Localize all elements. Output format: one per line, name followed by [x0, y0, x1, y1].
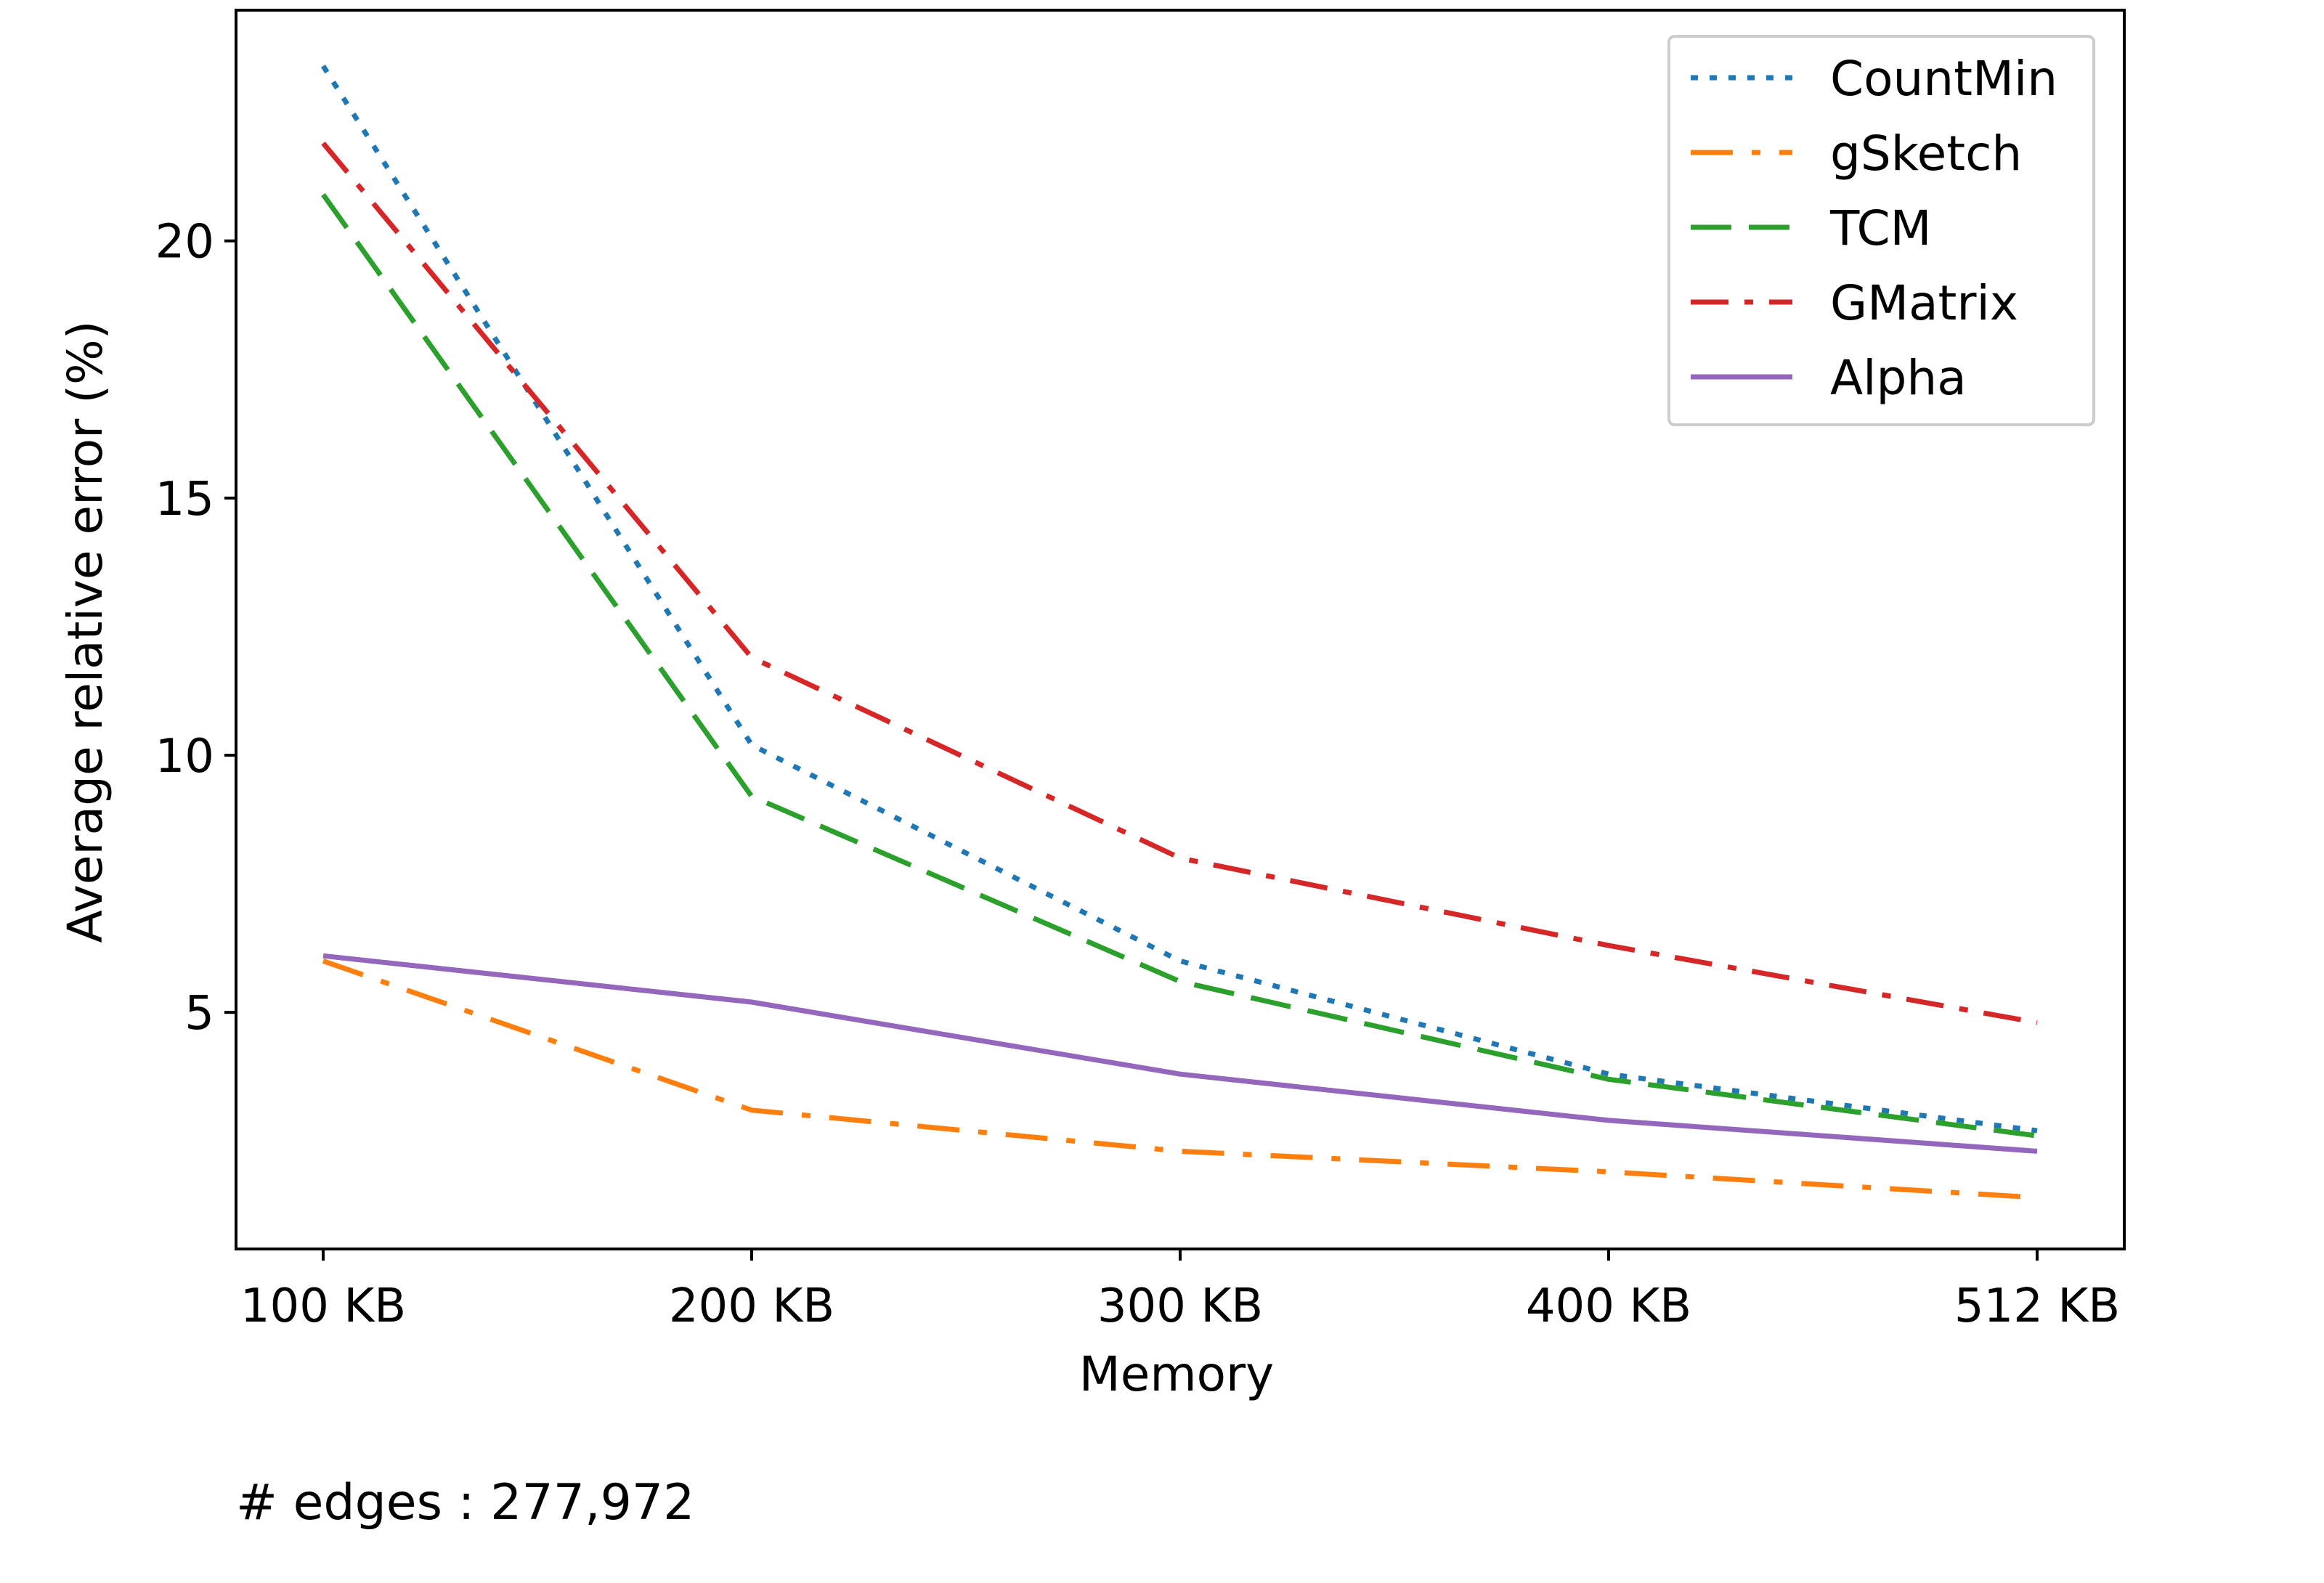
x-tick-label: 512 KB: [1954, 1279, 2120, 1333]
legend-label-gsketch: gSketch: [1830, 126, 2022, 182]
y-tick-label: 15: [155, 473, 214, 526]
x-axis-title: Memory: [1079, 1346, 1274, 1402]
legend-label-gmatrix: GMatrix: [1830, 275, 2018, 331]
series-layer: [321, 65, 2038, 1200]
series-line-gmatrix: [321, 141, 2038, 1025]
x-tick-label: 100 KB: [240, 1279, 406, 1333]
edges-annotation: # edges : 277,972: [236, 1474, 694, 1531]
y-tick-label: 10: [155, 730, 214, 784]
legend-label-countmin: CountMin: [1830, 51, 2057, 107]
y-tick-label: 20: [155, 216, 214, 269]
series-line-tcm: [321, 192, 2038, 1139]
y-tick-label: 5: [184, 987, 214, 1041]
series-line-countmin: [321, 65, 2038, 1134]
x-tick-label: 400 KB: [1526, 1279, 1691, 1333]
y-axis-title: Average relative error (%): [57, 321, 113, 943]
legend-label-alpha: Alpha: [1830, 350, 1967, 406]
legend-label-tcm: TCM: [1829, 200, 1931, 256]
series-line-alpha: [322, 953, 2038, 1154]
legend: CountMin gSketch TCM GMatrix Alpha: [1667, 35, 2095, 426]
legend-box: [1667, 35, 2095, 426]
axes-layer: 100 KB 200 KB 300 KB 400 KB 512 KB 5 10 15 20: [155, 9, 2126, 1333]
x-tick-label: 300 KB: [1097, 1279, 1263, 1333]
x-tick-label: 200 KB: [669, 1279, 834, 1333]
series-line-gsketch: [322, 959, 2038, 1200]
